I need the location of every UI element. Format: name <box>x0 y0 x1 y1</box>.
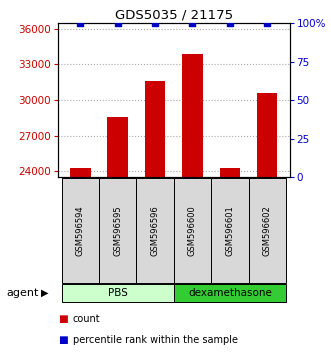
Point <box>153 20 158 26</box>
Point <box>115 20 120 26</box>
Bar <box>174 284 286 302</box>
Text: percentile rank within the sample: percentile rank within the sample <box>73 335 238 345</box>
Point <box>227 20 232 26</box>
Text: agent: agent <box>7 288 39 298</box>
Bar <box>62 178 99 283</box>
Text: ▶: ▶ <box>41 288 48 298</box>
Bar <box>249 178 286 283</box>
Bar <box>62 284 174 302</box>
Text: count: count <box>73 314 100 324</box>
Bar <box>70 167 91 177</box>
Point <box>264 20 270 26</box>
Text: PBS: PBS <box>108 288 128 298</box>
Text: ■: ■ <box>58 335 68 345</box>
Text: GSM596594: GSM596594 <box>76 205 85 256</box>
Bar <box>145 81 166 177</box>
Bar <box>136 178 174 283</box>
Title: GDS5035 / 21175: GDS5035 / 21175 <box>115 9 233 22</box>
Text: GSM596595: GSM596595 <box>113 205 122 256</box>
Bar <box>108 116 128 177</box>
Text: GSM596602: GSM596602 <box>263 205 272 256</box>
Bar <box>211 178 249 283</box>
Bar <box>99 178 136 283</box>
Point <box>78 20 83 26</box>
Bar <box>174 178 211 283</box>
Bar <box>219 167 240 177</box>
Text: GSM596596: GSM596596 <box>151 205 160 256</box>
Text: ■: ■ <box>58 314 68 324</box>
Bar <box>257 93 277 177</box>
Point <box>190 20 195 26</box>
Text: dexamethasone: dexamethasone <box>188 288 272 298</box>
Bar <box>182 54 203 177</box>
Text: GSM596600: GSM596600 <box>188 205 197 256</box>
Text: GSM596601: GSM596601 <box>225 205 234 256</box>
